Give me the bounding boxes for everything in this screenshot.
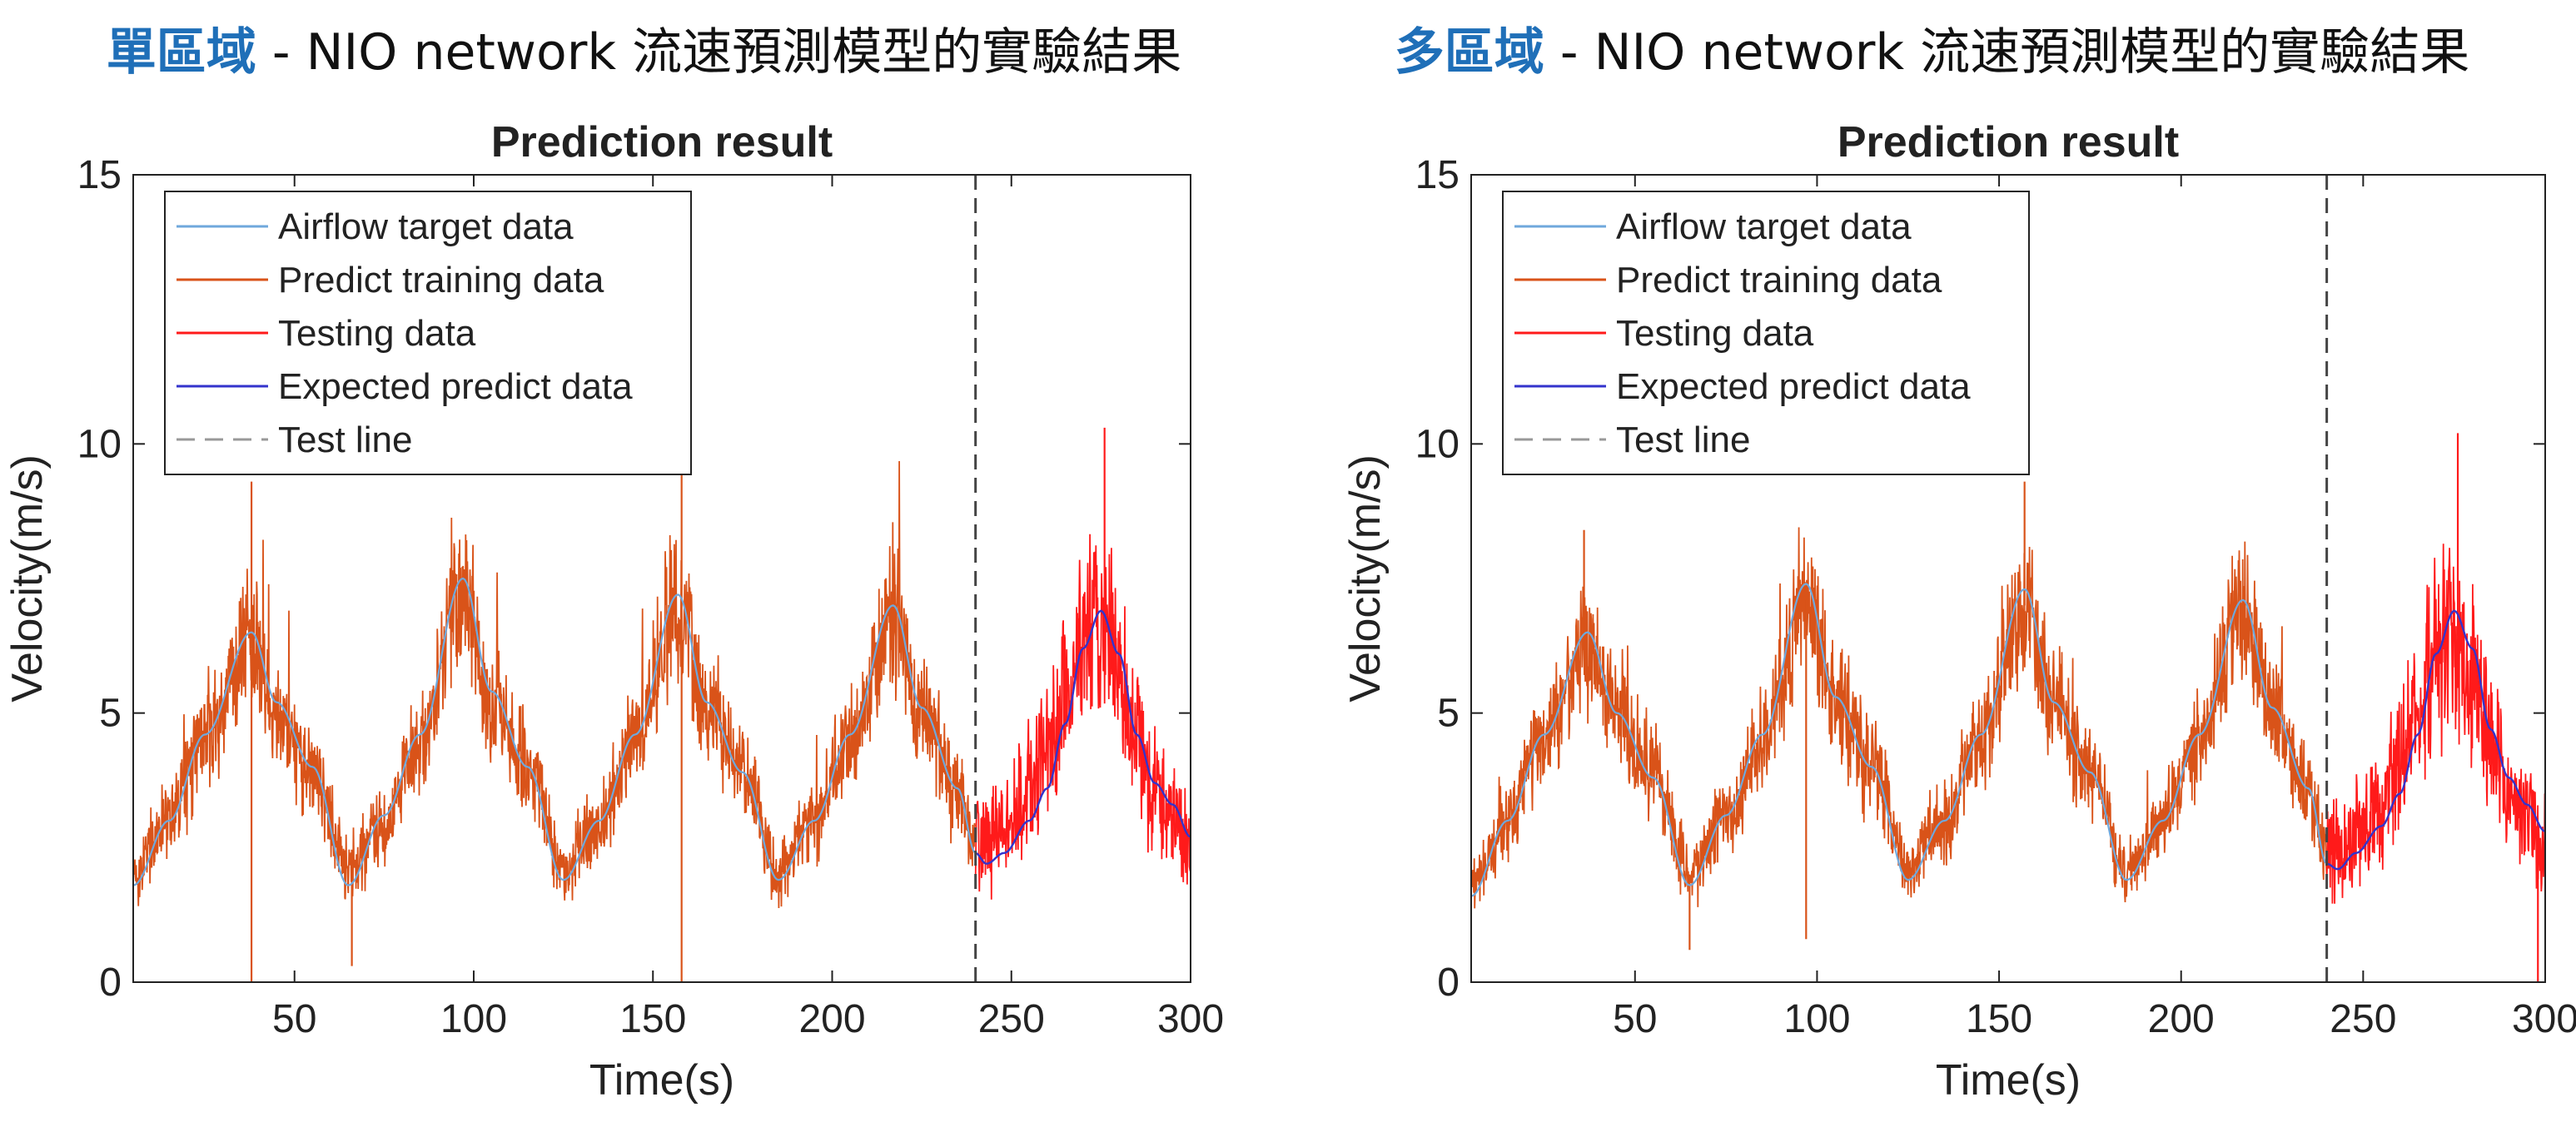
y-tick-label: 10 (1415, 422, 1460, 466)
x-tick-label: 150 (1966, 997, 2032, 1041)
y-tick-label: 15 (77, 153, 122, 197)
panel-heading: 多區域 - NIO network 流速預測模型的實驗結果 (1288, 12, 2576, 84)
series-airflow-target (133, 577, 977, 886)
heading-text: - NIO network 流速預測模型的實驗結果 (1544, 23, 2470, 82)
series-airflow-target (1471, 583, 2328, 897)
legend-label: Test line (1616, 420, 1750, 460)
heading-highlight: 多區域 (1394, 23, 1544, 82)
legend-label: Testing data (1616, 313, 1814, 354)
x-tick-label: 100 (440, 997, 507, 1041)
y-tick-label: 0 (1437, 961, 1460, 1005)
heading-highlight: 單區域 (106, 23, 256, 82)
chart-panel-single-region: 單區域 - NIO network 流速預測模型的實驗結果 Prediction… (0, 12, 1288, 1105)
x-tick-label: 200 (2148, 997, 2215, 1041)
chart-title: Prediction result (491, 118, 833, 166)
y-axis-label: Velocity(m/s) (1341, 454, 1390, 702)
x-axis-label: Time(s) (1936, 1056, 2081, 1105)
x-tick-label: 300 (1157, 997, 1224, 1041)
series-testing (974, 534, 1191, 900)
x-tick-label: 200 (798, 997, 865, 1041)
legend-label: Test line (278, 420, 412, 460)
x-tick-label: 300 (2512, 997, 2576, 1041)
prediction-chart-single-region: Prediction result 50 100 150 200 250 300 0 5 10 15… (3, 118, 1224, 1105)
y-tick-label: 15 (1415, 153, 1460, 197)
x-tick-label: 50 (272, 997, 316, 1041)
series-predict-training (1471, 527, 2328, 909)
y-tick-label: 10 (77, 422, 122, 466)
legend: Airflow target data Predict training data… (164, 191, 692, 475)
legend-label: Predict training data (278, 260, 604, 300)
chart-title: Prediction result (1838, 118, 2179, 166)
series-expected-predict (975, 609, 1191, 865)
series-expected-predict (2326, 609, 2545, 871)
y-tick-label: 0 (99, 961, 122, 1005)
x-tick-label: 250 (978, 997, 1045, 1041)
x-axis-label: Time(s) (589, 1056, 734, 1105)
legend: Airflow target data Predict training data… (1502, 191, 2030, 475)
legend-label: Testing data (278, 313, 476, 354)
prediction-chart-multi-region: Prediction result 50 100 150 200 250 300 0 5 10 15… (1341, 118, 2576, 1105)
x-tick-label: 150 (619, 997, 686, 1041)
legend-label: Predict training data (1616, 260, 1942, 300)
series-predict-training (133, 460, 977, 909)
plot-area (133, 175, 1191, 982)
y-tick-label: 5 (99, 692, 122, 736)
legend-label: Airflow target data (278, 206, 574, 247)
x-tick-label: 250 (2330, 997, 2396, 1041)
heading-text: - NIO network 流速預測模型的實驗結果 (256, 23, 1182, 82)
legend-label: Expected predict data (1616, 366, 1971, 407)
x-tick-label: 100 (1783, 997, 1850, 1041)
axes-box (132, 174, 1191, 983)
series-testing (2325, 544, 2545, 904)
x-tick-label: 50 (1613, 997, 1657, 1041)
y-tick-label: 5 (1437, 692, 1460, 736)
plot-area (1471, 175, 2545, 982)
axes-box (1470, 174, 2546, 983)
y-axis-label: Velocity(m/s) (3, 454, 52, 702)
legend-label: Expected predict data (278, 366, 633, 407)
chart-panel-multi-region: 多區域 - NIO network 流速預測模型的實驗結果 Prediction… (1288, 0, 2576, 1122)
legend-label: Airflow target data (1616, 206, 1912, 247)
panel-heading: 單區域 - NIO network 流速預測模型的實驗結果 (0, 12, 1288, 84)
